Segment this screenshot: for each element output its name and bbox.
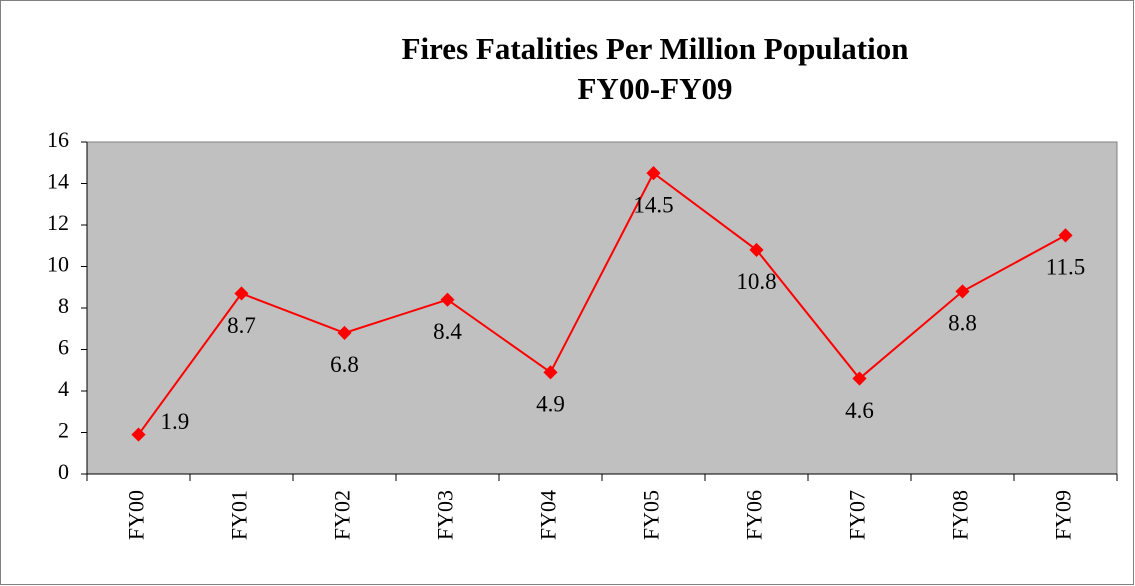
x-tick-label: FY02 bbox=[330, 490, 355, 540]
y-tick-label: 6 bbox=[58, 335, 69, 360]
marker bbox=[852, 371, 867, 386]
marker bbox=[1058, 228, 1073, 243]
x-tick-label: FY08 bbox=[948, 490, 973, 540]
data-label: 8.4 bbox=[433, 319, 462, 344]
data-label: 8.8 bbox=[948, 311, 977, 336]
data-label: 8.7 bbox=[227, 313, 256, 338]
data-label: 6.8 bbox=[330, 352, 359, 377]
x-tick-label: FY09 bbox=[1051, 490, 1076, 540]
y-tick-label: 10 bbox=[47, 252, 69, 277]
x-tick-label: FY05 bbox=[639, 490, 664, 540]
data-label: 4.6 bbox=[845, 398, 874, 423]
marker bbox=[543, 365, 558, 380]
y-tick-label: 0 bbox=[58, 459, 69, 484]
x-tick-label: FY03 bbox=[433, 490, 458, 540]
chart-title: Fires Fatalities Per Million Population bbox=[402, 31, 909, 66]
data-label: 4.9 bbox=[536, 392, 565, 417]
chart-subtitle: FY00-FY09 bbox=[578, 71, 733, 106]
x-tick-label: FY07 bbox=[845, 490, 870, 540]
marker bbox=[131, 427, 146, 442]
y-tick-label: 16 bbox=[47, 127, 69, 152]
y-tick-label: 12 bbox=[47, 210, 69, 235]
x-tick-label: FY06 bbox=[742, 490, 767, 540]
x-tick-label: FY04 bbox=[536, 490, 561, 540]
y-tick-label: 14 bbox=[47, 169, 69, 194]
marker bbox=[440, 292, 455, 307]
x-tick-label: FY01 bbox=[227, 490, 252, 540]
marker bbox=[955, 284, 970, 299]
data-label: 11.5 bbox=[1046, 255, 1085, 280]
marker bbox=[749, 242, 764, 257]
y-tick-label: 8 bbox=[58, 293, 69, 318]
marker bbox=[234, 286, 249, 301]
x-tick-label: FY00 bbox=[124, 490, 149, 540]
marker bbox=[337, 325, 352, 340]
data-label: 1.9 bbox=[161, 409, 190, 434]
y-tick-label: 4 bbox=[58, 376, 69, 401]
data-label: 14.5 bbox=[633, 192, 673, 217]
plot-area bbox=[86, 141, 1118, 475]
y-tick-label: 2 bbox=[58, 418, 69, 443]
line bbox=[137, 171, 1066, 436]
marker bbox=[646, 166, 661, 181]
data-label: 10.8 bbox=[736, 269, 776, 294]
